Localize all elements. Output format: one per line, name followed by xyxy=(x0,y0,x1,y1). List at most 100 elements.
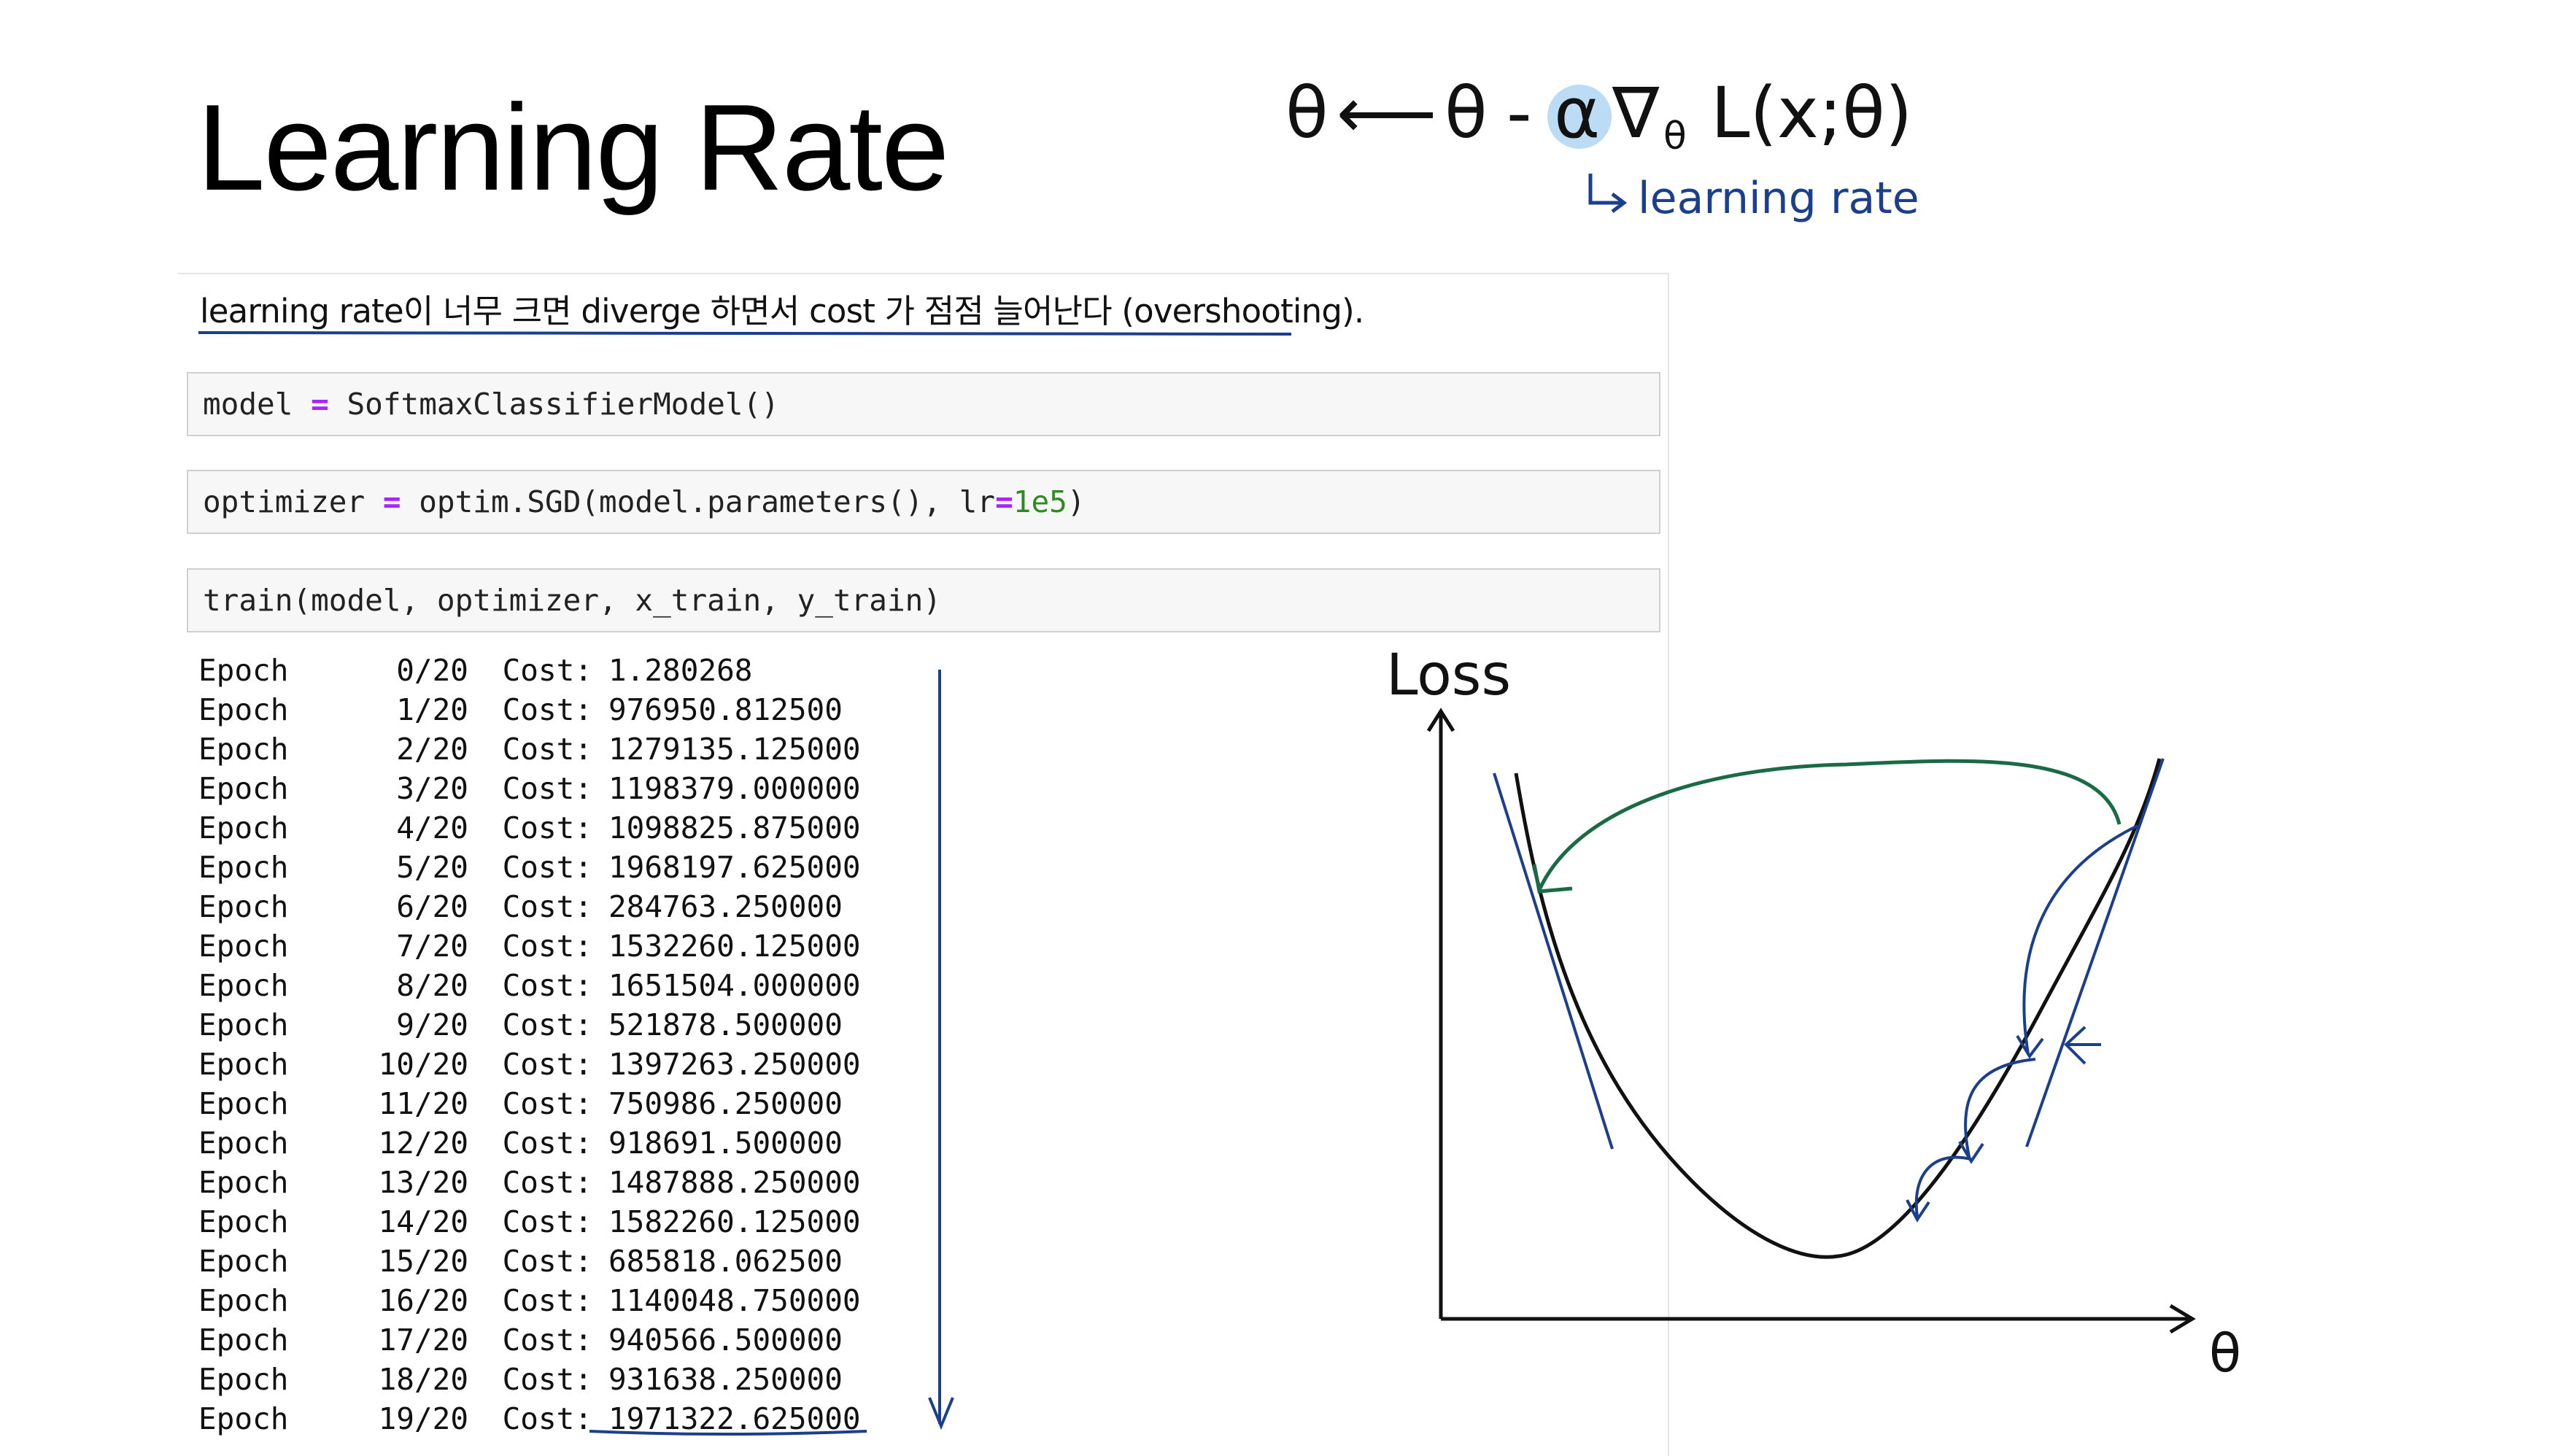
cost-value: 685818.062500 xyxy=(608,1244,843,1279)
code-text: ) xyxy=(1067,484,1086,519)
cost-value: 1968197.625000 xyxy=(608,850,861,885)
epoch-label: Epoch xyxy=(198,1165,289,1200)
epoch-value: 14/20 xyxy=(378,1204,468,1239)
epoch-label: Epoch xyxy=(198,1126,289,1161)
epoch-label: Epoch xyxy=(198,968,289,1003)
formula-loss: L(x;θ) xyxy=(1711,72,1912,154)
cost-value: 1198379.000000 xyxy=(608,771,861,806)
epoch-label: Epoch xyxy=(198,653,289,688)
output-line: Epoch 13/20 Cost: 1487888.250000 xyxy=(198,1163,861,1202)
code-cell-model[interactable]: model = SoftmaxClassifierModel() xyxy=(187,372,1660,436)
epoch-label: Epoch xyxy=(198,810,289,845)
formula-nabla: ∇ xyxy=(1612,72,1660,154)
cost-label: Cost: xyxy=(502,850,592,885)
learning-rate-annotation: learning rate xyxy=(1638,173,1919,224)
cost-value: 940566.500000 xyxy=(608,1323,843,1358)
epoch-value: 17/20 xyxy=(378,1323,468,1358)
cost-value: 1971322.625000 xyxy=(608,1401,861,1436)
step-arrowhead-1 xyxy=(2016,1034,2044,1059)
step-arrowhead-3 xyxy=(1906,1199,1930,1223)
cost-value: 1532260.125000 xyxy=(608,929,861,964)
cost-label: Cost: xyxy=(502,889,592,924)
formula: θ ⟵ θ - α ∇ θ L(x;θ) xyxy=(1285,72,1912,158)
cost-label: Cost: xyxy=(502,1244,592,1279)
cost-value: 1279135.125000 xyxy=(608,732,861,767)
tangent-line-right xyxy=(2025,758,2165,1147)
epoch-value: 11/20 xyxy=(378,1086,468,1121)
cost-label: Cost: xyxy=(502,692,592,727)
epoch-value: 16/20 xyxy=(378,1283,468,1318)
formula-arrow: ⟵ xyxy=(1337,72,1437,154)
loss-sketch: Loss θ xyxy=(1386,643,2241,1384)
cost-label: Cost: xyxy=(502,929,592,964)
tangent-line-left xyxy=(1493,772,1614,1150)
cost-label: Cost: xyxy=(502,771,592,806)
epoch-label: Epoch xyxy=(198,1007,289,1042)
epoch-value: 1/20 xyxy=(396,692,468,727)
cost-value: 1397263.250000 xyxy=(608,1047,861,1082)
output-line: Epoch 10/20 Cost: 1397263.250000 xyxy=(198,1045,861,1084)
epoch-label: Epoch xyxy=(198,771,289,806)
step-arrow-1 xyxy=(2022,824,2138,1055)
markdown-cell-text: learning rate이 너무 크면 diverge 하면서 cost 가 … xyxy=(200,292,1364,330)
output-line: Epoch 15/20 Cost: 685818.062500 xyxy=(198,1242,861,1281)
code-operator: = xyxy=(311,387,329,422)
epoch-value: 13/20 xyxy=(378,1165,468,1200)
epoch-value: 10/20 xyxy=(378,1047,468,1082)
output-line: Epoch 7/20 Cost: 1532260.125000 xyxy=(198,926,861,966)
output-line: Epoch 1/20 Cost: 976950.812500 xyxy=(198,690,861,729)
formula-minus: - xyxy=(1507,72,1532,154)
output-line: Epoch 12/20 Cost: 918691.500000 xyxy=(198,1123,861,1163)
epoch-label: Epoch xyxy=(198,929,289,964)
theta-axis-label: θ xyxy=(2209,1323,2241,1384)
output-line: Epoch 5/20 Cost: 1968197.625000 xyxy=(198,848,861,887)
epoch-value: 7/20 xyxy=(396,929,468,964)
step-arrowhead-2 xyxy=(1958,1140,1984,1164)
y-axis xyxy=(1426,708,1455,1319)
cost-value: 1487888.250000 xyxy=(608,1165,861,1200)
gradient-arrow xyxy=(2064,1026,2101,1065)
epoch-value: 5/20 xyxy=(396,850,468,885)
cost-label: Cost: xyxy=(502,1401,592,1436)
formula-theta: θ xyxy=(1285,72,1329,154)
code-cell-train[interactable]: train(model, optimizer, x_train, y_train… xyxy=(187,568,1660,632)
output-line: Epoch 3/20 Cost: 1198379.000000 xyxy=(198,769,861,808)
epoch-value: 18/20 xyxy=(378,1362,468,1397)
last-cost-underline xyxy=(589,1430,867,1436)
cost-label: Cost: xyxy=(502,1047,592,1082)
output-line: Epoch 14/20 Cost: 1582260.125000 xyxy=(198,1202,861,1242)
step-arrow-2 xyxy=(1964,1058,2036,1161)
cost-value: 1651504.000000 xyxy=(608,968,861,1003)
epoch-value: 0/20 xyxy=(396,653,468,688)
loss-axis-label: Loss xyxy=(1386,643,1511,708)
output-line: Epoch 8/20 Cost: 1651504.000000 xyxy=(198,966,861,1005)
cost-label: Cost: xyxy=(502,810,592,845)
epoch-label: Epoch xyxy=(198,1047,289,1082)
loss-curve xyxy=(1514,758,2162,1259)
cost-value: 750986.250000 xyxy=(608,1086,843,1121)
cost-label: Cost: xyxy=(502,653,592,688)
epoch-value: 8/20 xyxy=(396,968,468,1003)
code-cell-optimizer[interactable]: optimizer = optim.SGD(model.parameters()… xyxy=(187,470,1660,534)
cost-label: Cost: xyxy=(502,968,592,1003)
code-text: train(model, optimizer, x_train, y_train… xyxy=(203,583,942,618)
epoch-label: Epoch xyxy=(198,1362,289,1397)
code-text: model xyxy=(203,387,312,422)
output-line: Epoch 6/20 Cost: 284763.250000 xyxy=(198,887,861,926)
cost-value: 521878.500000 xyxy=(608,1007,843,1042)
formula-alpha: α xyxy=(1554,72,1600,154)
epoch-label: Epoch xyxy=(198,1244,289,1279)
cost-value: 1098825.875000 xyxy=(608,810,861,845)
alpha-highlight xyxy=(1547,85,1612,149)
overshoot-arrow xyxy=(1537,759,2122,891)
cost-value: 918691.500000 xyxy=(608,1126,843,1161)
code-number: 1e5 xyxy=(1013,484,1067,519)
epoch-label: Epoch xyxy=(198,692,289,727)
cost-label: Cost: xyxy=(502,732,592,767)
cost-value: 976950.812500 xyxy=(608,692,843,727)
cost-label: Cost: xyxy=(502,1323,592,1358)
formula-theta: θ xyxy=(1444,72,1488,154)
epoch-value: 15/20 xyxy=(378,1244,468,1279)
step-arrow-3 xyxy=(1914,1155,1974,1217)
